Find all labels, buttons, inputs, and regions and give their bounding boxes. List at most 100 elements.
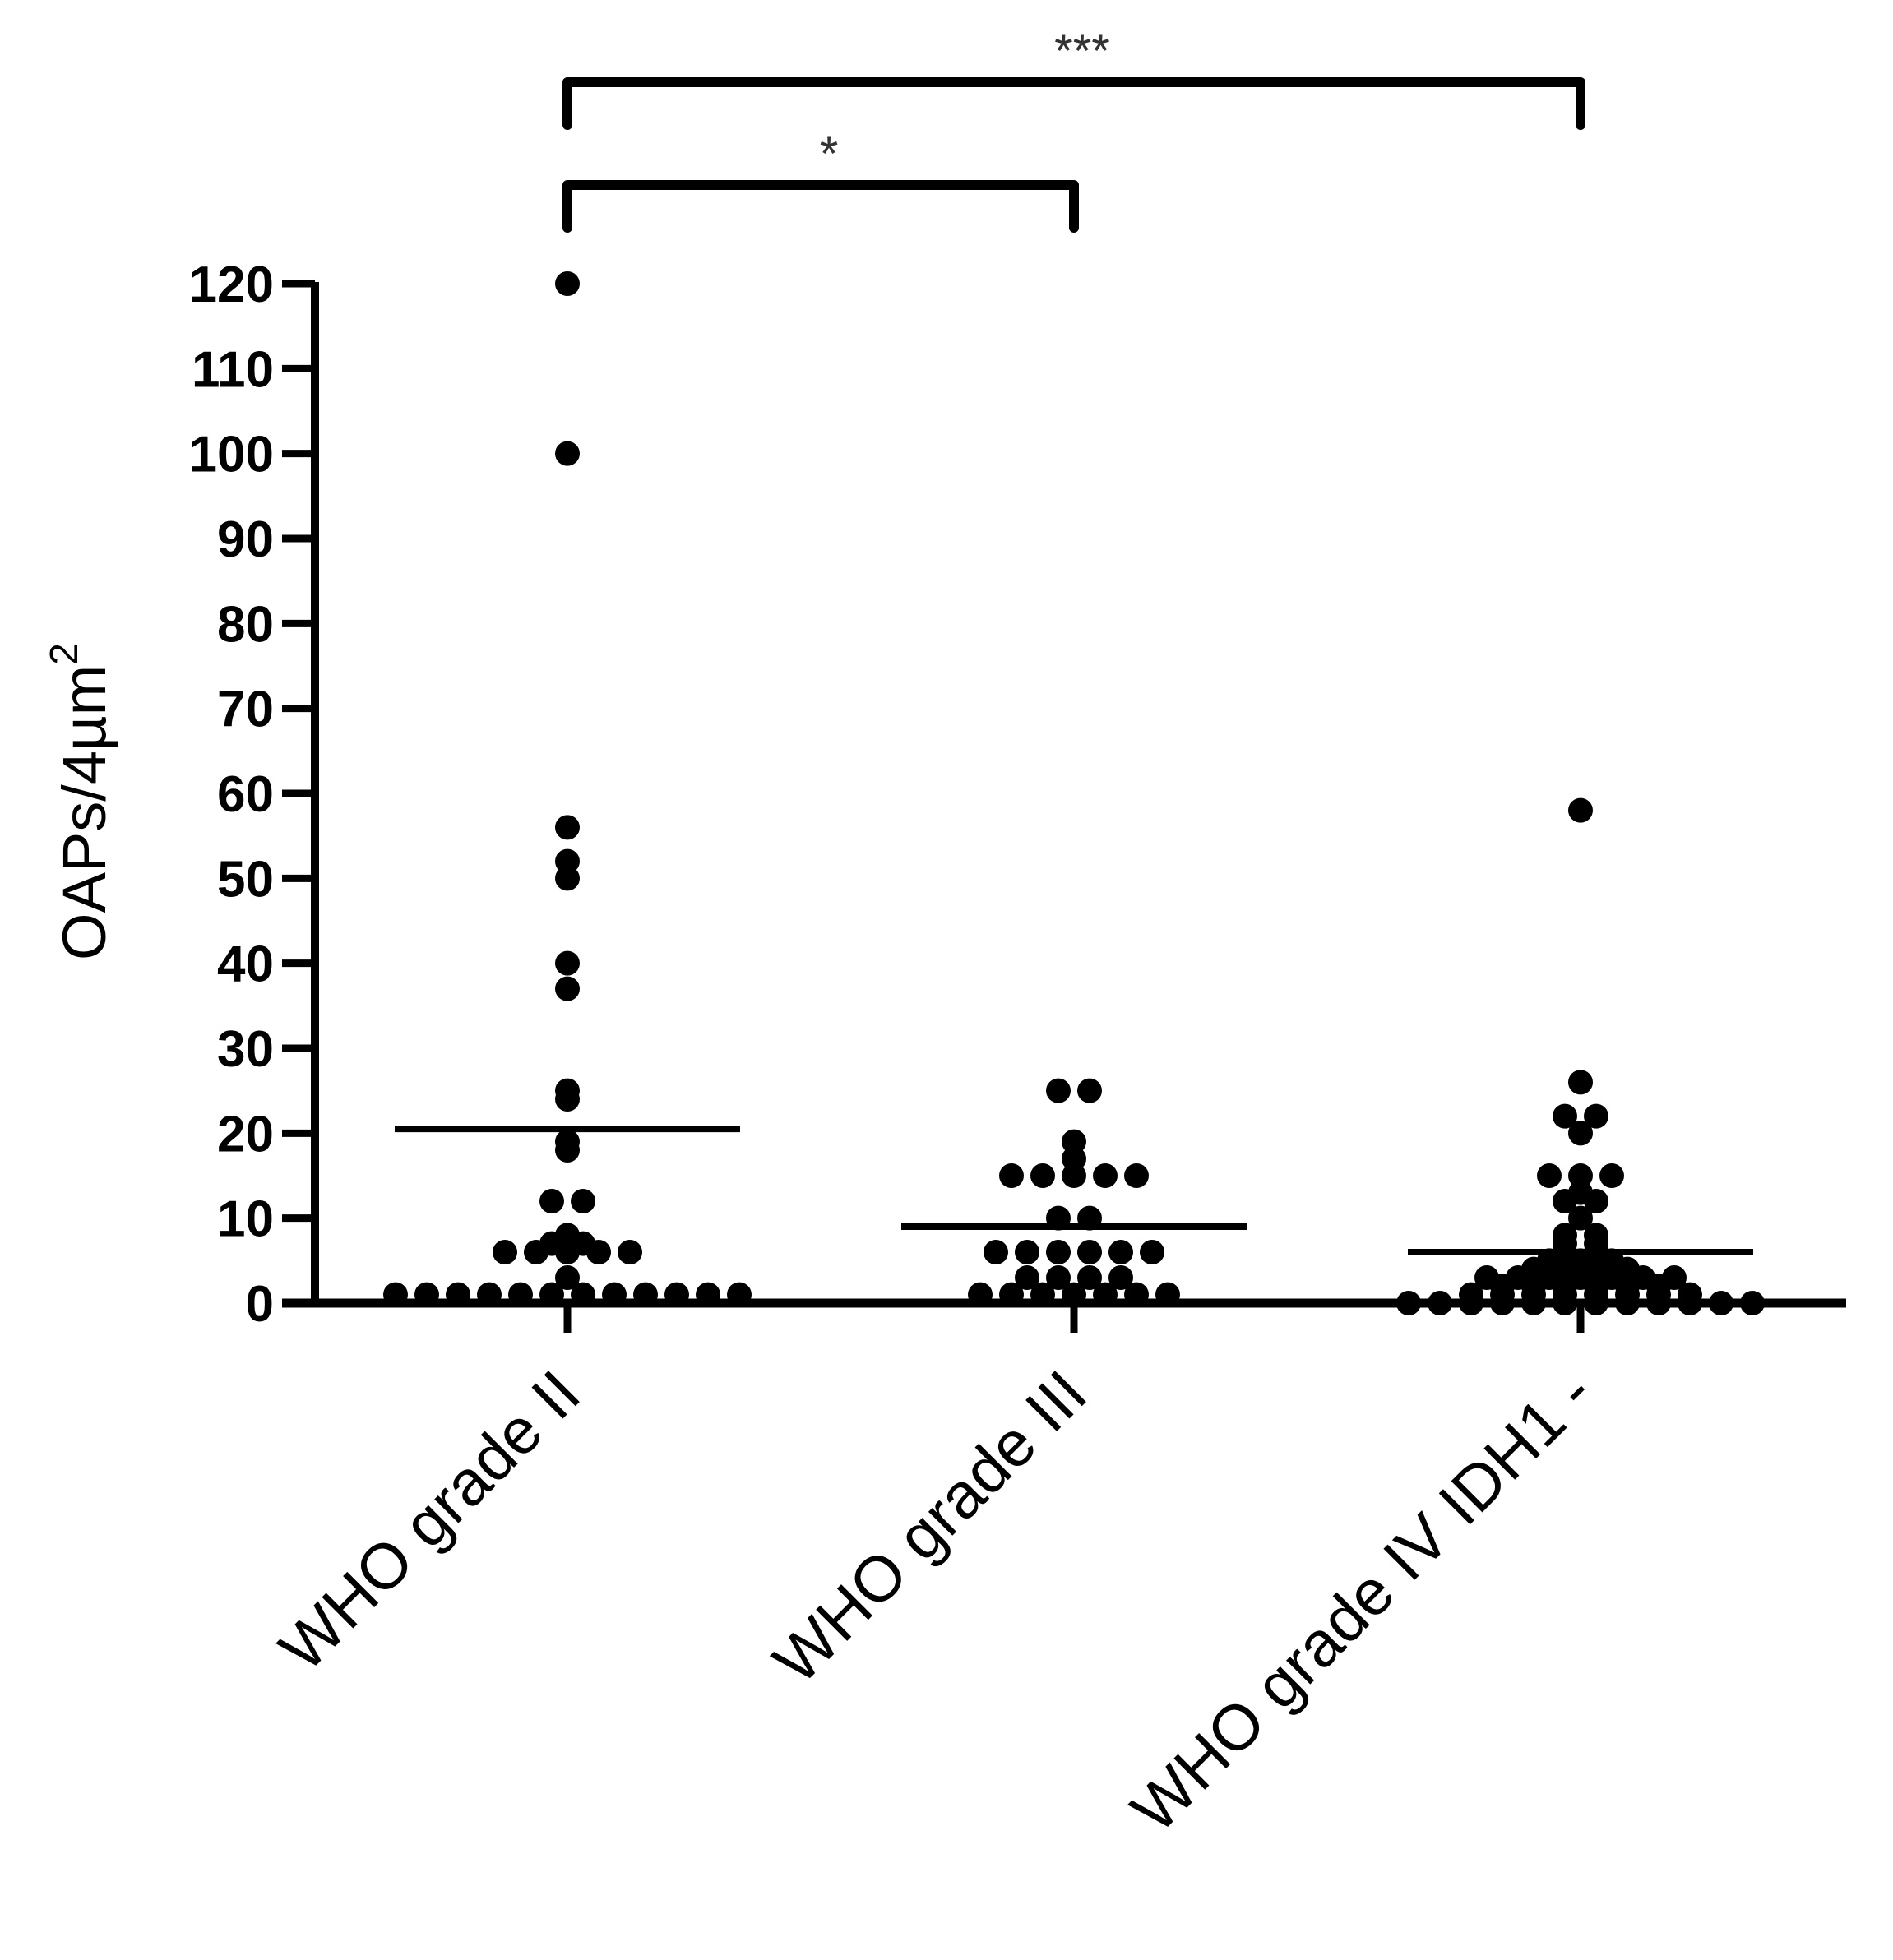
- data-point: [555, 1087, 580, 1112]
- data-point: [1553, 1189, 1577, 1213]
- data-point: [555, 815, 580, 840]
- data-point: [1459, 1291, 1483, 1315]
- significance-label: *: [820, 127, 839, 181]
- data-point: [1584, 1291, 1608, 1315]
- data-point: [1077, 1078, 1102, 1103]
- mean-lines: [395, 1126, 1753, 1255]
- data-point: [1046, 1078, 1071, 1103]
- data-point: [571, 1231, 595, 1256]
- data-point: [618, 1240, 642, 1264]
- data-point: [1124, 1163, 1149, 1188]
- data-point: [1093, 1282, 1118, 1307]
- data-point: [1015, 1265, 1039, 1290]
- data-point: [555, 271, 580, 296]
- y-tick-label: 50: [217, 851, 274, 908]
- data-point: [555, 1265, 580, 1290]
- data-points: [383, 271, 1765, 1315]
- data-point: [1615, 1291, 1640, 1315]
- y-axis-title-text: OAPs/4µm2: [43, 643, 118, 960]
- data-point: [477, 1282, 502, 1307]
- data-point: [493, 1240, 517, 1264]
- data-point: [1030, 1282, 1055, 1307]
- y-tick-label: 10: [217, 1191, 274, 1248]
- data-point: [555, 441, 580, 466]
- y-axis: 0 10 20 30 40 50 60 70 80 90 100 110 120: [189, 257, 319, 1333]
- y-tick-label: 80: [217, 596, 274, 653]
- data-point: [1553, 1103, 1577, 1129]
- data-point: [664, 1282, 689, 1307]
- y-tick-label: 20: [217, 1106, 274, 1163]
- y-tick-label: 120: [189, 257, 274, 313]
- y-axis-title: OAPs/4µm2: [43, 643, 118, 960]
- data-point: [1568, 1121, 1593, 1146]
- data-point: [555, 950, 580, 976]
- data-point: [539, 1282, 564, 1307]
- data-point: [555, 848, 580, 874]
- data-point: [999, 1282, 1024, 1307]
- data-point: [555, 866, 580, 891]
- y-tick-label: 60: [217, 766, 274, 823]
- data-point: [1584, 1103, 1608, 1129]
- data-point: [1678, 1291, 1702, 1315]
- y-tick-label: 70: [217, 682, 274, 738]
- data-point: [414, 1282, 439, 1307]
- significance-label: ***: [1054, 25, 1110, 78]
- data-point: [539, 1189, 564, 1213]
- y-tick-label: 90: [217, 511, 274, 568]
- data-point: [968, 1282, 993, 1307]
- data-point: [1140, 1240, 1164, 1264]
- data-point: [1062, 1282, 1086, 1307]
- data-point: [1077, 1265, 1102, 1290]
- data-point: [1709, 1291, 1733, 1315]
- data-point: [1568, 1070, 1593, 1095]
- category-label: WHO grade II: [266, 1357, 594, 1685]
- data-point: [984, 1240, 1008, 1264]
- y-tick-label: 100: [189, 427, 274, 483]
- data-point: [1030, 1163, 1055, 1188]
- data-point: [602, 1282, 627, 1307]
- data-point: [555, 1138, 580, 1163]
- data-point: [1568, 797, 1593, 823]
- data-point: [727, 1282, 752, 1307]
- y-axis-title-superscript: 2: [43, 643, 86, 665]
- data-point: [571, 1282, 595, 1307]
- y-tick-label: 40: [217, 936, 274, 993]
- data-point: [1599, 1163, 1624, 1188]
- category-label: WHO grade IV IDH1 -: [1118, 1357, 1608, 1847]
- data-point: [1093, 1163, 1118, 1188]
- y-tick-label: 30: [217, 1021, 274, 1078]
- data-point: [524, 1240, 548, 1264]
- data-point: [571, 1189, 595, 1213]
- data-point: [1521, 1291, 1546, 1315]
- data-point: [1646, 1291, 1671, 1315]
- x-axis: [282, 1298, 1846, 1333]
- data-point: [1553, 1291, 1577, 1315]
- data-point: [1584, 1189, 1608, 1213]
- y-tick-label: 110: [192, 341, 274, 398]
- data-point: [508, 1282, 533, 1307]
- data-point: [1740, 1291, 1765, 1315]
- data-point: [446, 1282, 470, 1307]
- data-point: [555, 976, 580, 1001]
- significance-bracket: [562, 77, 1585, 130]
- data-point: [1396, 1291, 1421, 1315]
- data-point: [1490, 1291, 1515, 1315]
- data-point: [1428, 1291, 1452, 1315]
- category-label: WHO grade III: [759, 1357, 1100, 1698]
- data-point: [1155, 1282, 1180, 1307]
- significance-bracket: [562, 180, 1079, 233]
- data-point: [633, 1282, 658, 1307]
- y-tick-label: 0: [246, 1276, 274, 1333]
- data-point: [999, 1163, 1024, 1188]
- data-point: [1108, 1240, 1133, 1264]
- data-point: [1108, 1265, 1133, 1290]
- data-point: [1568, 1163, 1593, 1188]
- data-point: [1062, 1129, 1086, 1154]
- data-point: [1015, 1240, 1039, 1264]
- data-point: [1062, 1163, 1086, 1188]
- data-point: [1568, 1205, 1593, 1231]
- y-axis-title-main: OAPs/4µm: [50, 665, 118, 960]
- data-point: [1537, 1163, 1562, 1188]
- data-point: [1046, 1265, 1071, 1290]
